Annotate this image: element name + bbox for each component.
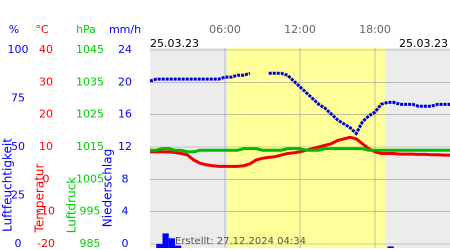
date-right: 25.03.23 bbox=[399, 37, 448, 50]
y-tick-label: 75 bbox=[11, 92, 25, 105]
created-note: Erstellt: 27.12.2024 04:34 bbox=[175, 236, 306, 247]
y-tick-label: 0 bbox=[43, 172, 50, 185]
y-tick-label: -10 bbox=[37, 205, 55, 218]
axis-title: Niederschlag bbox=[101, 149, 115, 227]
y-tick-label: 0 bbox=[122, 237, 129, 250]
axis-title: Luftfeuchtigkeit bbox=[1, 138, 15, 232]
y-tick-label: 25 bbox=[11, 189, 25, 202]
y-tick-label: 0 bbox=[15, 237, 22, 250]
y-tick-label: 20 bbox=[118, 75, 132, 88]
x-tick-label: 06:00 bbox=[209, 23, 241, 36]
precip-bar bbox=[168, 238, 175, 248]
y-tick-label: 1045 bbox=[76, 43, 104, 56]
y-tick-label: 24 bbox=[118, 43, 132, 56]
precip-bar bbox=[175, 245, 182, 248]
axis-unit: mm/h bbox=[109, 23, 141, 36]
axis-title: Temperatur bbox=[33, 163, 47, 233]
precip-bar bbox=[156, 243, 163, 248]
y-tick-label: 40 bbox=[39, 43, 53, 56]
date-left: 25.03.23 bbox=[150, 37, 199, 50]
y-tick-label: 985 bbox=[80, 237, 101, 250]
x-tick-label: 12:00 bbox=[284, 23, 316, 36]
axis-unit: % bbox=[9, 23, 19, 36]
y-tick-label: 1035 bbox=[76, 75, 104, 88]
y-tick-label: 16 bbox=[118, 108, 132, 121]
y-tick-label: -20 bbox=[37, 237, 55, 250]
y-tick-label: 995 bbox=[80, 205, 101, 218]
y-tick-label: 12 bbox=[118, 140, 132, 153]
precip-bar bbox=[387, 246, 394, 248]
data-line bbox=[150, 135, 450, 168]
data-line bbox=[150, 147, 450, 154]
y-tick-label: 1025 bbox=[76, 108, 104, 121]
y-tick-label: 4 bbox=[122, 205, 129, 218]
y-tick-label: 1005 bbox=[76, 172, 104, 185]
y-tick-label: 1015 bbox=[76, 140, 104, 153]
precip-bar bbox=[162, 233, 169, 248]
y-tick-label: 50 bbox=[11, 140, 25, 153]
x-tick-label: 18:00 bbox=[359, 23, 391, 36]
y-tick-label: 20 bbox=[39, 108, 53, 121]
axis-unit: °C bbox=[35, 23, 49, 36]
y-tick-label: 30 bbox=[39, 75, 53, 88]
data-line bbox=[149, 71, 450, 136]
axis-unit: hPa bbox=[76, 23, 96, 36]
y-tick-label: 10 bbox=[39, 140, 53, 153]
y-tick-label: 8 bbox=[122, 172, 129, 185]
axis-title: Luftdruck bbox=[65, 177, 79, 234]
y-tick-label: 100 bbox=[8, 43, 29, 56]
